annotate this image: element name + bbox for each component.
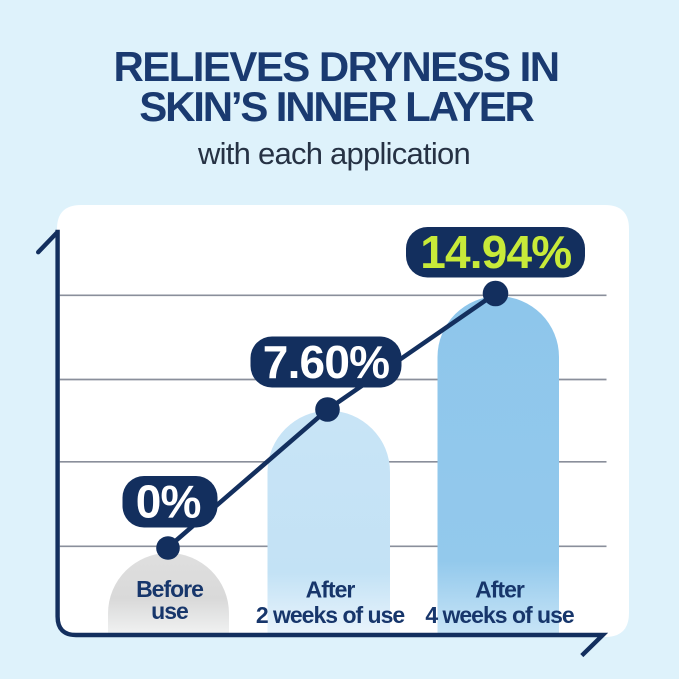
svg-text:0%: 0% xyxy=(136,476,201,528)
svg-text:2 weeks of use: 2 weeks of use xyxy=(256,602,405,628)
svg-text:SKIN’S INNER LAYER: SKIN’S INNER LAYER xyxy=(139,83,534,130)
svg-text:7.60%: 7.60% xyxy=(263,336,389,388)
svg-text:use: use xyxy=(151,598,188,624)
svg-text:After: After xyxy=(306,577,356,603)
svg-text:with each application: with each application xyxy=(197,136,470,171)
svg-text:14.94%: 14.94% xyxy=(420,226,571,278)
svg-text:After: After xyxy=(475,577,525,603)
svg-text:4 weeks of use: 4 weeks of use xyxy=(425,602,574,628)
svg-text:RELIEVES DRYNESS IN: RELIEVES DRYNESS IN xyxy=(113,43,558,90)
svg-text:Before: Before xyxy=(136,576,203,602)
